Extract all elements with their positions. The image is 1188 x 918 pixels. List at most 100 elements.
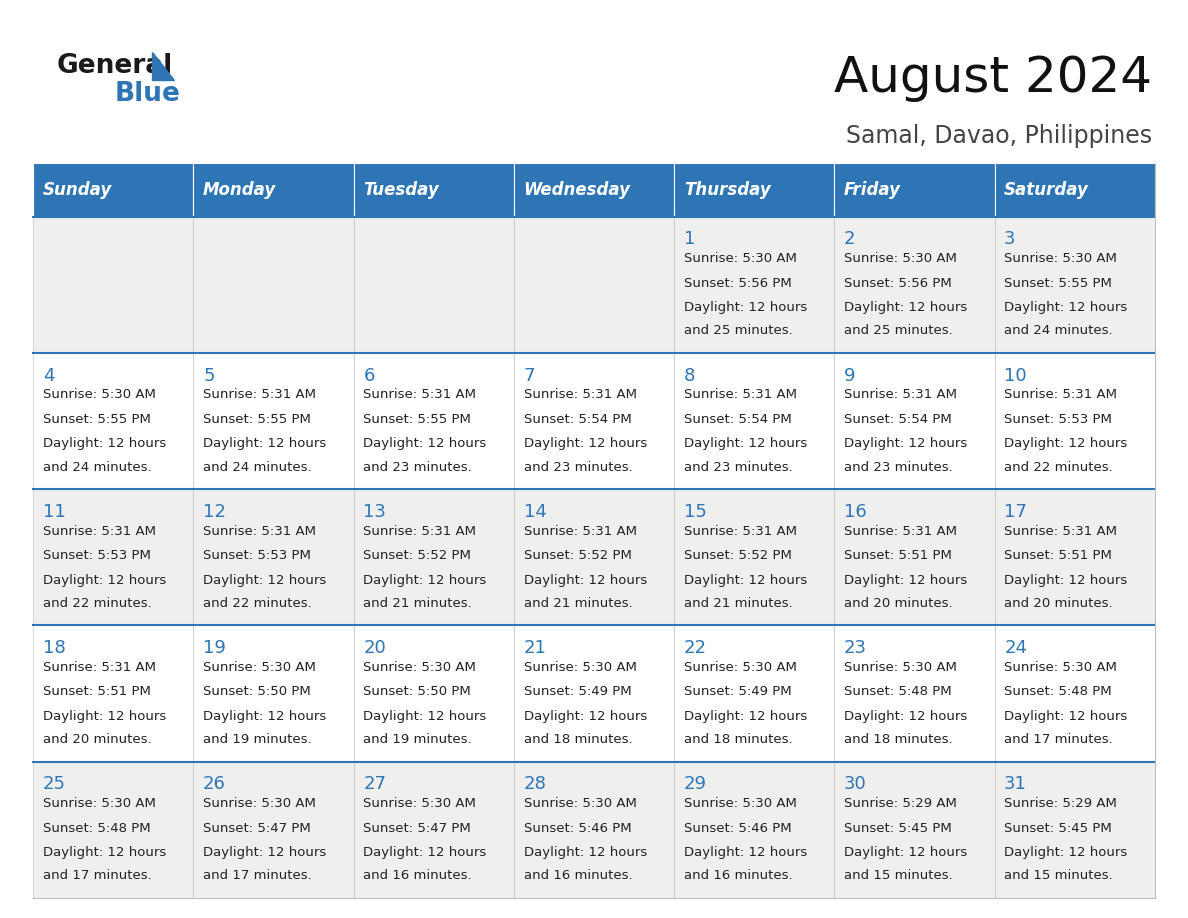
Text: Sunrise: 5:29 AM: Sunrise: 5:29 AM <box>1004 797 1117 810</box>
Text: and 17 minutes.: and 17 minutes. <box>1004 733 1113 746</box>
Text: 30: 30 <box>843 775 867 793</box>
Bar <box>33 217 194 353</box>
Text: Daylight: 12 hours: Daylight: 12 hours <box>843 437 967 451</box>
Text: Sunset: 5:48 PM: Sunset: 5:48 PM <box>43 822 151 834</box>
Text: Sunset: 5:45 PM: Sunset: 5:45 PM <box>843 822 952 834</box>
Text: and 23 minutes.: and 23 minutes. <box>843 461 953 474</box>
Text: Daylight: 12 hours: Daylight: 12 hours <box>43 710 166 722</box>
Text: 16: 16 <box>843 503 867 521</box>
Text: and 21 minutes.: and 21 minutes. <box>364 597 472 610</box>
Bar <box>834 762 994 898</box>
Bar <box>194 489 354 625</box>
Text: Sunrise: 5:31 AM: Sunrise: 5:31 AM <box>1004 388 1117 401</box>
Text: 28: 28 <box>524 775 546 793</box>
Text: and 24 minutes.: and 24 minutes. <box>203 461 311 474</box>
Text: 1: 1 <box>684 230 695 248</box>
Text: Sunrise: 5:30 AM: Sunrise: 5:30 AM <box>524 797 637 810</box>
Bar <box>514 353 674 489</box>
Text: Sunrise: 5:30 AM: Sunrise: 5:30 AM <box>364 797 476 810</box>
Bar <box>514 217 674 353</box>
Text: Daylight: 12 hours: Daylight: 12 hours <box>684 301 807 314</box>
Text: 4: 4 <box>43 366 55 385</box>
Text: Sunrise: 5:31 AM: Sunrise: 5:31 AM <box>43 524 156 538</box>
Text: Sunset: 5:56 PM: Sunset: 5:56 PM <box>684 276 791 289</box>
Text: Sunrise: 5:31 AM: Sunrise: 5:31 AM <box>203 524 316 538</box>
Text: Daylight: 12 hours: Daylight: 12 hours <box>203 710 327 722</box>
Text: Sunset: 5:54 PM: Sunset: 5:54 PM <box>524 413 631 426</box>
Text: Daylight: 12 hours: Daylight: 12 hours <box>364 846 487 859</box>
Text: and 22 minutes.: and 22 minutes. <box>203 597 311 610</box>
Text: Sunset: 5:54 PM: Sunset: 5:54 PM <box>843 413 952 426</box>
Text: Daylight: 12 hours: Daylight: 12 hours <box>684 846 807 859</box>
Text: and 23 minutes.: and 23 minutes. <box>364 461 472 474</box>
Text: Sunrise: 5:30 AM: Sunrise: 5:30 AM <box>203 797 316 810</box>
Bar <box>354 163 514 217</box>
Text: Daylight: 12 hours: Daylight: 12 hours <box>843 846 967 859</box>
Bar <box>354 489 514 625</box>
Text: and 23 minutes.: and 23 minutes. <box>524 461 632 474</box>
Text: Daylight: 12 hours: Daylight: 12 hours <box>524 710 646 722</box>
Text: Blue: Blue <box>115 81 181 107</box>
Text: Sunset: 5:56 PM: Sunset: 5:56 PM <box>843 276 952 289</box>
Text: and 20 minutes.: and 20 minutes. <box>43 733 152 746</box>
Text: Sunrise: 5:31 AM: Sunrise: 5:31 AM <box>684 524 797 538</box>
Text: 23: 23 <box>843 639 867 657</box>
Text: Daylight: 12 hours: Daylight: 12 hours <box>203 437 327 451</box>
Text: 19: 19 <box>203 639 226 657</box>
Text: and 21 minutes.: and 21 minutes. <box>684 597 792 610</box>
Text: 3: 3 <box>1004 230 1016 248</box>
Bar <box>514 489 674 625</box>
Bar <box>354 217 514 353</box>
Bar <box>674 762 834 898</box>
Text: Sunrise: 5:30 AM: Sunrise: 5:30 AM <box>843 252 956 265</box>
Bar <box>33 762 194 898</box>
Text: Tuesday: Tuesday <box>364 181 440 199</box>
Text: Daylight: 12 hours: Daylight: 12 hours <box>43 846 166 859</box>
Text: and 22 minutes.: and 22 minutes. <box>43 597 152 610</box>
Text: Sunset: 5:52 PM: Sunset: 5:52 PM <box>364 549 472 562</box>
Text: Sunset: 5:49 PM: Sunset: 5:49 PM <box>684 685 791 699</box>
Text: and 22 minutes.: and 22 minutes. <box>1004 461 1113 474</box>
Text: 6: 6 <box>364 366 374 385</box>
Text: 22: 22 <box>684 639 707 657</box>
Text: Thursday: Thursday <box>684 181 771 199</box>
Text: Sunset: 5:51 PM: Sunset: 5:51 PM <box>843 549 952 562</box>
Text: Daylight: 12 hours: Daylight: 12 hours <box>524 574 646 587</box>
Text: and 24 minutes.: and 24 minutes. <box>1004 324 1113 337</box>
Text: Daylight: 12 hours: Daylight: 12 hours <box>843 301 967 314</box>
Text: Sunrise: 5:31 AM: Sunrise: 5:31 AM <box>1004 524 1117 538</box>
Text: Sunset: 5:47 PM: Sunset: 5:47 PM <box>203 822 311 834</box>
Text: Samal, Davao, Philippines: Samal, Davao, Philippines <box>846 124 1152 148</box>
Bar <box>194 762 354 898</box>
Text: 18: 18 <box>43 639 65 657</box>
Text: Sunrise: 5:31 AM: Sunrise: 5:31 AM <box>684 388 797 401</box>
Text: and 20 minutes.: and 20 minutes. <box>1004 597 1113 610</box>
Text: Daylight: 12 hours: Daylight: 12 hours <box>843 710 967 722</box>
Text: Daylight: 12 hours: Daylight: 12 hours <box>684 710 807 722</box>
Text: Sunset: 5:55 PM: Sunset: 5:55 PM <box>1004 276 1112 289</box>
Text: 25: 25 <box>43 775 65 793</box>
Text: 7: 7 <box>524 366 535 385</box>
Bar <box>994 353 1155 489</box>
Text: Sunrise: 5:31 AM: Sunrise: 5:31 AM <box>364 524 476 538</box>
Text: Sunrise: 5:30 AM: Sunrise: 5:30 AM <box>684 797 797 810</box>
Bar <box>194 217 354 353</box>
Text: Sunset: 5:45 PM: Sunset: 5:45 PM <box>1004 822 1112 834</box>
Text: Sunrise: 5:30 AM: Sunrise: 5:30 AM <box>1004 252 1117 265</box>
Text: Sunset: 5:48 PM: Sunset: 5:48 PM <box>843 685 952 699</box>
Text: 12: 12 <box>203 503 226 521</box>
Text: and 25 minutes.: and 25 minutes. <box>843 324 953 337</box>
Text: Daylight: 12 hours: Daylight: 12 hours <box>1004 710 1127 722</box>
Text: and 19 minutes.: and 19 minutes. <box>364 733 472 746</box>
Bar <box>514 163 674 217</box>
Text: Daylight: 12 hours: Daylight: 12 hours <box>203 574 327 587</box>
Bar <box>354 625 514 762</box>
Text: Sunrise: 5:30 AM: Sunrise: 5:30 AM <box>364 661 476 674</box>
Bar <box>834 489 994 625</box>
Bar <box>834 625 994 762</box>
Bar <box>994 217 1155 353</box>
Text: Daylight: 12 hours: Daylight: 12 hours <box>203 846 327 859</box>
Text: Sunset: 5:51 PM: Sunset: 5:51 PM <box>1004 549 1112 562</box>
Text: Sunset: 5:49 PM: Sunset: 5:49 PM <box>524 685 631 699</box>
Text: Daylight: 12 hours: Daylight: 12 hours <box>684 437 807 451</box>
